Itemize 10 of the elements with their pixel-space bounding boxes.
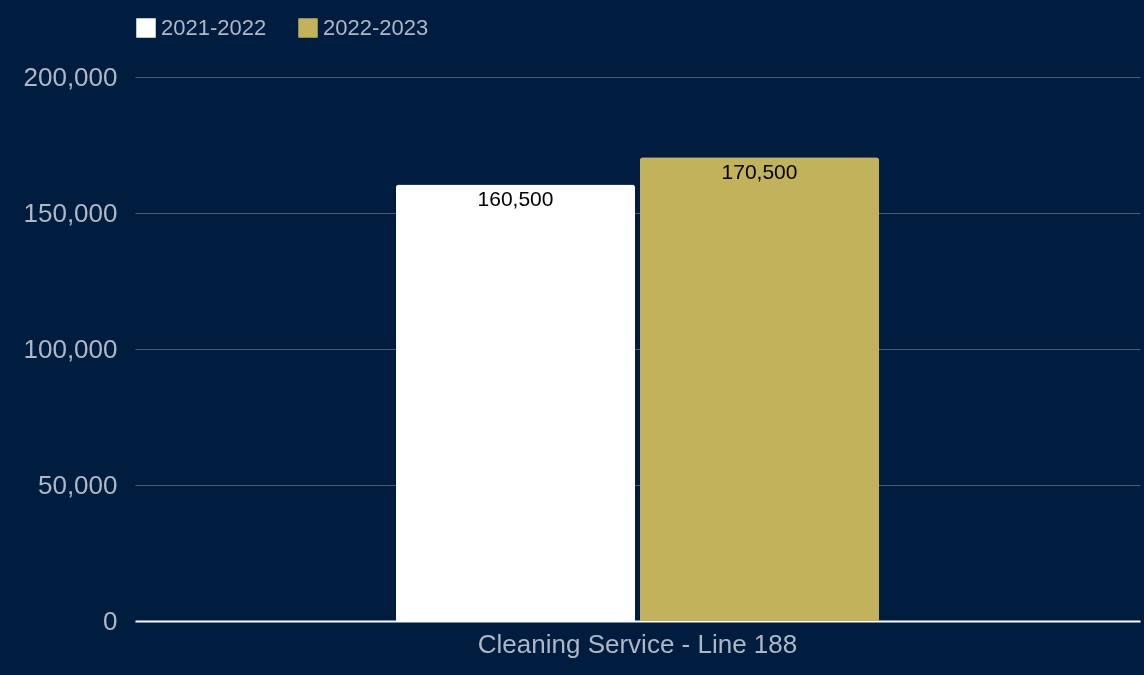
x-tick-label: Cleaning Service - Line 188 <box>477 628 798 659</box>
data-label: 170,500 <box>721 160 798 184</box>
data-label: 160,500 <box>477 187 554 211</box>
y-tick-label: 50,000 <box>37 469 118 500</box>
y-tick-label: 100,000 <box>23 333 118 364</box>
y-tick-label: 200,000 <box>23 61 118 92</box>
legend-label: 2022-2023 <box>323 15 429 40</box>
y-tick-label: 150,000 <box>23 197 118 228</box>
legend-label: 2021-2022 <box>161 15 267 40</box>
y-tick-label: 0 <box>103 605 118 636</box>
